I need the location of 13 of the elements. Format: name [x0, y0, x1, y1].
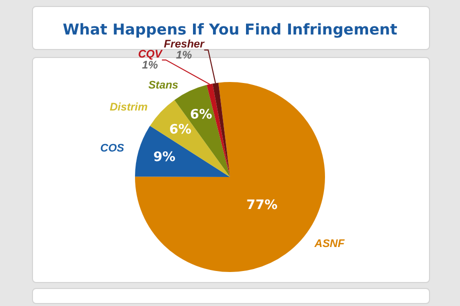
data-label: 77%	[246, 198, 278, 213]
chart-title: What Happens If You Find Infringement	[62, 20, 398, 38]
slice-label: Fresher	[164, 38, 205, 50]
slice-label: ASNF	[314, 238, 345, 250]
data-label: 9%	[153, 150, 176, 166]
data-label: 1%	[176, 50, 192, 62]
slice-label: COS	[100, 142, 125, 154]
data-label: 1%	[142, 60, 158, 72]
data-label: 6%	[190, 108, 212, 123]
slice-label: Stans	[148, 79, 178, 92]
slice-label: CQV	[138, 48, 164, 60]
slice-label: Distrim	[110, 102, 148, 114]
data-label: 6%	[169, 122, 192, 138]
